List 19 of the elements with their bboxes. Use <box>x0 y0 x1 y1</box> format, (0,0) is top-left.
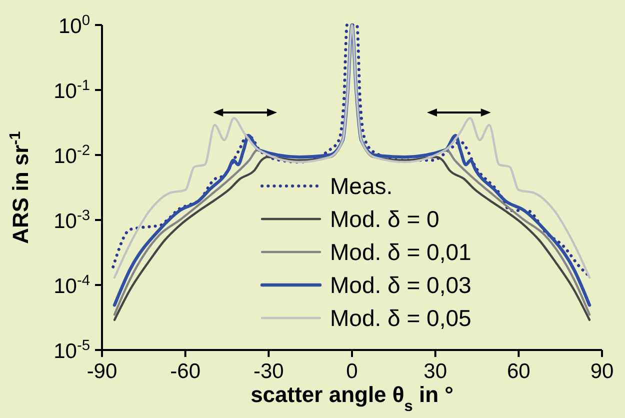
legend-label: Meas. <box>330 173 393 199</box>
y-tick-label: 10$^{-4}$ <box>54 273 90 298</box>
legend-label: Mod. δ = 0 <box>330 206 440 232</box>
x-tick-label: -90 <box>86 360 118 383</box>
legend-label: Mod. δ = 0,03 <box>330 272 472 298</box>
y-tick-label: 10$^{-3}$ <box>54 208 90 233</box>
x-tick-label: 60 <box>506 360 530 383</box>
x-tick-label: -30 <box>253 360 284 383</box>
x-tick-label: -60 <box>170 360 201 383</box>
legend-label: Mod. δ = 0,01 <box>330 239 472 265</box>
legend-label: Mod. δ = 0,05 <box>330 305 472 331</box>
x-tick-label: 90 <box>590 360 614 383</box>
y-tick-label: 10$^{-2}$ <box>54 143 90 168</box>
y-tick-label: 10$^{0}$ <box>58 13 90 38</box>
x-tick-label: 30 <box>424 360 448 383</box>
y-tick-label: 10$^{-1}$ <box>54 78 90 103</box>
x-axis-title: scatter angle θ$_{s}$ in ° <box>250 382 454 414</box>
x-tick-label: 0 <box>346 360 358 383</box>
y-tick-label: 10$^{-5}$ <box>54 338 90 363</box>
